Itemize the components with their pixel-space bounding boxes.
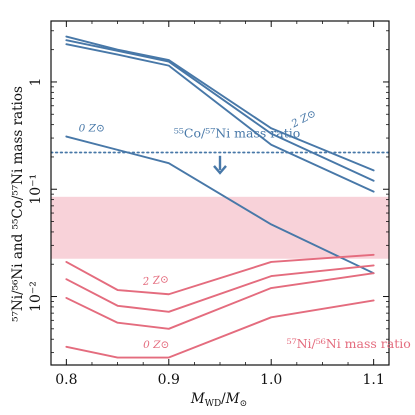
plot-area: [51, 35, 389, 359]
co-series-line-1: [65, 35, 375, 172]
annotation-ni-label: ⁵⁷Ni/⁵⁶Ni mass ratio: [287, 336, 411, 351]
ni-series-line-1: [65, 253, 375, 296]
arrow-head: [213, 165, 227, 175]
co-series-line-2: [65, 39, 375, 182]
y-tick-label: 1: [28, 77, 44, 86]
x-tick-label: 1.0: [260, 372, 282, 388]
co-series-line-4: [65, 135, 375, 275]
x-tick-label: 0.9: [158, 372, 180, 388]
annotation-co-label: ⁵⁵Co/⁵⁷Ni mass ratio: [174, 125, 300, 140]
y-tick-label: 10⁻²: [28, 281, 44, 312]
x-tick-label: 0.8: [55, 372, 77, 388]
ni-series-line-3: [65, 272, 375, 330]
annotation-co-0z: 0 Z⊙: [79, 123, 105, 135]
ni-series-line-2: [65, 264, 375, 313]
y-tick-label: 10⁻¹: [28, 174, 44, 205]
annotation-co-2z: 2 Z⊙: [289, 107, 319, 130]
x-tick-label: 1.1: [363, 372, 385, 388]
annotation-ni-2z: 2 Z⊙: [141, 273, 169, 288]
ni-ratio-band: [51, 196, 389, 259]
co-series-line-3: [65, 43, 375, 193]
ni-series-line-4: [65, 299, 375, 359]
y-axis-label: ⁵⁷Ni/⁵⁶Ni and ⁵⁵Co/⁵⁷Ni mass ratios: [10, 86, 26, 322]
labels: MWD/M⊙ ⁵⁷Ni/⁵⁶Ni and ⁵⁵Co/⁵⁷Ni mass rati…: [10, 77, 411, 409]
axes: [50, 20, 390, 366]
x-axis-label: MWD/M⊙: [190, 391, 247, 409]
annotation-ni-0z: 0 Z⊙: [143, 339, 169, 351]
